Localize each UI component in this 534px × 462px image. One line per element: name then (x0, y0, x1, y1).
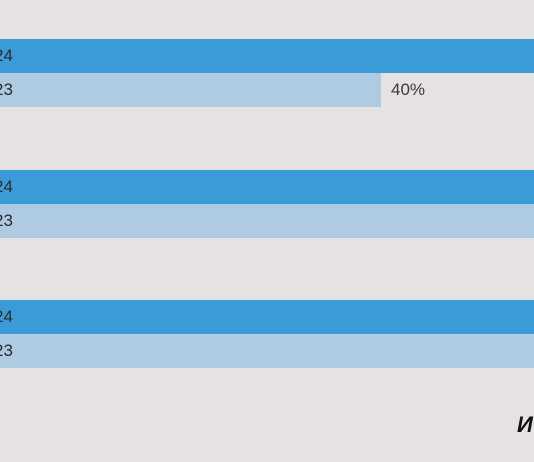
bar-1-23: 23 (0, 73, 381, 107)
bar-value-label: 40% (391, 80, 426, 99)
bar-2-24: 24 (0, 170, 534, 204)
bar-category-label: 23 (0, 341, 13, 360)
bar-category-label: 23 (0, 80, 13, 99)
bar-2-23: 23 (0, 204, 534, 238)
footer-logo-text: И (517, 412, 533, 437)
bar-3-23: 23 (0, 334, 534, 368)
bar-1-24: 24 (0, 39, 534, 73)
bar-category-label: 24 (0, 307, 13, 326)
bar-category-label: 24 (0, 177, 13, 196)
bar-category-label: 24 (0, 46, 13, 65)
bar-3-24: 24 (0, 300, 534, 334)
bar-category-label: 23 (0, 211, 13, 230)
